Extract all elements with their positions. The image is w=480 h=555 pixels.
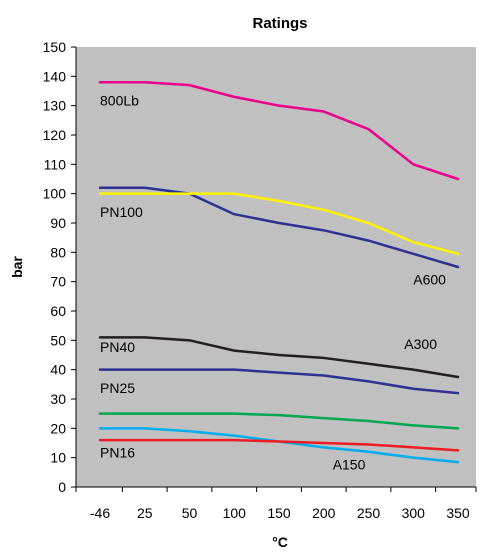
series-line-a300 [98, 412, 460, 430]
chart-title: Ratings [252, 15, 307, 32]
x-tick-label-50: 50 [182, 505, 198, 521]
series-line-pn25 [98, 368, 460, 395]
series-line-pn40 [98, 336, 460, 379]
y-axis-ticks: 0 10 20 30 40 50 60 70 80 90 100 110 120 130 140 150 [43, 39, 76, 495]
x-tick-label--46: -46 [90, 505, 110, 521]
plot-area [76, 47, 476, 487]
series-annotation-800lb: 800Lb [100, 93, 139, 109]
x-tick-label-200: 200 [312, 505, 336, 521]
series-line-pn100 [98, 192, 460, 256]
y-tick-label-0: 0 [58, 479, 66, 495]
x-tick-label-25: 25 [137, 505, 153, 521]
y-tick-label-60: 60 [50, 303, 66, 319]
y-tick-label-80: 80 [50, 244, 66, 260]
x-tick-label-350: 350 [446, 505, 470, 521]
series-line-800lb [98, 80, 460, 181]
x-tick-label-100: 100 [223, 505, 247, 521]
y-tick-label-140: 140 [43, 68, 67, 84]
series-annotation-pn25: PN25 [100, 380, 135, 396]
y-tick-label-50: 50 [50, 332, 66, 348]
series-labels: 800Lb PN100 A600 PN40 A300 PN25 PN16 A150 [100, 93, 446, 473]
y-tick-label-30: 30 [50, 391, 66, 407]
x-tick-label-250: 250 [357, 505, 381, 521]
x-axis-label: °C [272, 534, 288, 550]
series-annotation-a150: A150 [333, 456, 366, 472]
series-annotation-pn100: PN100 [100, 204, 143, 220]
y-tick-label-40: 40 [50, 362, 66, 378]
y-tick-label-10: 10 [50, 450, 66, 466]
y-tick-label-150: 150 [43, 39, 67, 55]
y-tick-label-110: 110 [44, 156, 67, 172]
series-annotation-pn16: PN16 [100, 445, 135, 461]
y-tick-label-100: 100 [43, 186, 67, 202]
series-annotation-a300: A300 [404, 336, 437, 352]
x-tick-label-150: 150 [267, 505, 291, 521]
y-tick-label-90: 90 [50, 215, 66, 231]
y-tick-label-70: 70 [50, 274, 66, 290]
series-line-pn16 [98, 438, 460, 452]
series-line-a600 [98, 186, 460, 269]
series-annotation-a600: A600 [413, 272, 446, 288]
x-axis-ticks: -46 25 50 100 150 200 250 300 350 [75, 487, 477, 521]
y-axis-label: bar [9, 256, 25, 278]
y-tick-label-120: 120 [43, 127, 67, 143]
x-tick-label-300: 300 [402, 505, 426, 521]
y-tick-label-20: 20 [50, 420, 66, 436]
y-tick-label-130: 130 [43, 98, 67, 114]
series-lines [98, 80, 460, 464]
series-annotation-pn40: PN40 [100, 339, 135, 355]
